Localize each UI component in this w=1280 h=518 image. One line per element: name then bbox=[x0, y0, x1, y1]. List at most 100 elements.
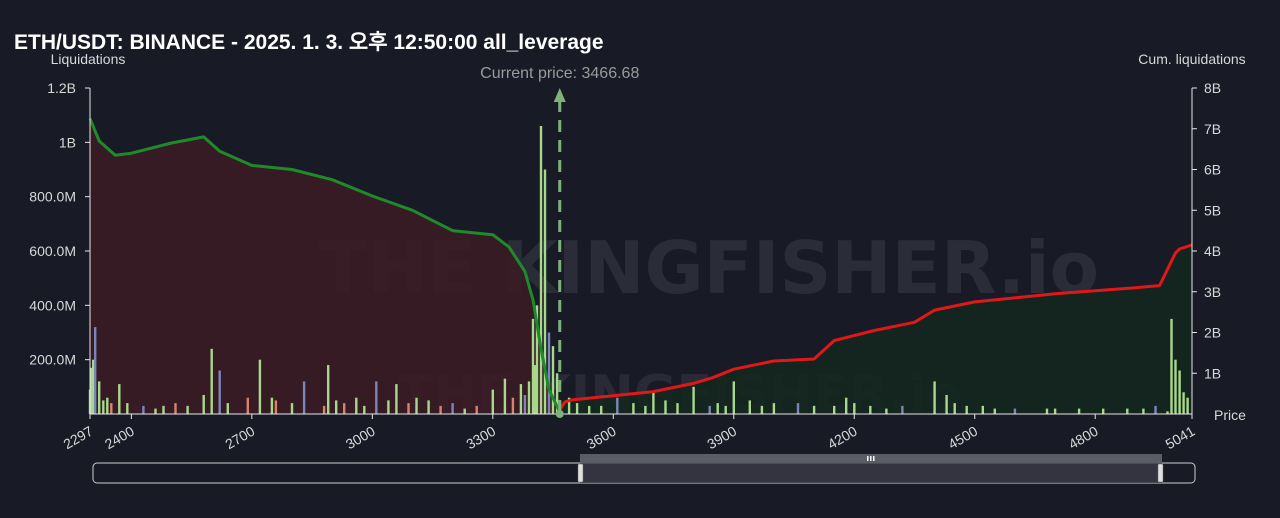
y-tick-label: 1B bbox=[59, 134, 76, 150]
liquidation-bar bbox=[523, 395, 527, 414]
liquidation-bar bbox=[463, 408, 466, 414]
liquidation-bar bbox=[322, 405, 326, 414]
x-tick-label: 3000 bbox=[343, 423, 378, 453]
y2-tick-label: 5B bbox=[1204, 202, 1221, 218]
liquidation-bar bbox=[475, 405, 478, 414]
cum-liquidation-lines bbox=[88, 118, 1193, 413]
range-slider-right-handle[interactable] bbox=[1157, 463, 1164, 483]
liquidation-bar bbox=[1186, 397, 1189, 414]
liquidation-bar bbox=[845, 397, 848, 414]
liquidation-bar bbox=[1182, 392, 1185, 414]
liquidation-bar bbox=[1126, 408, 1129, 414]
liquidation-bar bbox=[1077, 408, 1081, 414]
cum-liquidations-area-below bbox=[90, 118, 560, 414]
current-price-arrow-icon bbox=[553, 88, 566, 102]
x-tick-label: 4800 bbox=[1066, 423, 1101, 453]
liquidation-bar bbox=[355, 397, 358, 414]
y-tick-label: 600.0M bbox=[29, 243, 76, 259]
liquidation-bar bbox=[1102, 408, 1105, 414]
y2-tick-label: 8B bbox=[1204, 80, 1221, 96]
liquidation-bar bbox=[796, 403, 800, 414]
x-tick-label: 2700 bbox=[222, 423, 257, 453]
liquidation-bar bbox=[644, 405, 647, 414]
liquidation-bar bbox=[154, 408, 157, 414]
liquidation-bar bbox=[226, 403, 229, 414]
y2-axis-title: Cum. liquidations bbox=[1138, 51, 1245, 67]
liquidation-bar bbox=[1154, 405, 1157, 414]
liquidation-bar bbox=[853, 403, 856, 414]
liquidation-bar bbox=[302, 381, 306, 414]
liquidation-bar bbox=[531, 318, 535, 414]
liquidation-bar bbox=[427, 400, 430, 414]
y2-tick-label: 6B bbox=[1204, 162, 1221, 178]
liquidation-bar bbox=[491, 389, 494, 414]
liquidation-bar bbox=[527, 381, 531, 414]
y2-tick-label: 3B bbox=[1204, 284, 1221, 300]
liquidation-bar bbox=[142, 405, 145, 414]
liquidation-bar bbox=[519, 384, 523, 414]
range-slider-grip-icon[interactable] bbox=[867, 456, 875, 461]
liquidation-bar bbox=[363, 405, 366, 414]
liquidation-bar bbox=[1170, 318, 1173, 414]
y-tick-label: 800.0M bbox=[29, 189, 76, 205]
liquidation-bar bbox=[616, 397, 619, 414]
liquidation-bar bbox=[375, 381, 378, 414]
liquidation-bar bbox=[174, 403, 177, 414]
liquidation-bar bbox=[343, 403, 346, 414]
liquidation-bar bbox=[1174, 359, 1177, 414]
liquidation-bar bbox=[885, 408, 888, 414]
liquidation-bar bbox=[748, 400, 751, 414]
liquidation-bar bbox=[126, 403, 129, 414]
x-tick-label: 2297 bbox=[61, 423, 96, 453]
liquidation-bar bbox=[812, 405, 816, 414]
liquidation-bar bbox=[210, 348, 213, 414]
liquidation-bar bbox=[1013, 408, 1017, 414]
range-slider[interactable] bbox=[92, 454, 1196, 484]
liquidation-bar bbox=[901, 405, 904, 414]
liquidation-bar bbox=[965, 405, 968, 414]
liquidation-bar bbox=[407, 403, 410, 414]
liquidation-bar bbox=[110, 403, 113, 414]
liquidation-bar bbox=[270, 397, 274, 414]
liquidation-bar bbox=[1142, 408, 1145, 414]
x-axis-title: Price bbox=[1214, 407, 1246, 423]
liquidation-bar bbox=[772, 403, 776, 414]
x-tick-label: 3900 bbox=[704, 423, 739, 453]
liquidation-bar bbox=[533, 365, 537, 414]
liquidation-bar bbox=[274, 400, 278, 414]
x-tick-label: 5041 bbox=[1163, 423, 1198, 453]
liquidation-bar bbox=[652, 392, 655, 414]
y2-tick-label: 4B bbox=[1204, 243, 1221, 259]
current-price-label: Current price: 3466.68 bbox=[480, 65, 639, 82]
y2-tick-label: 7B bbox=[1204, 121, 1221, 137]
liquidation-bar bbox=[415, 397, 418, 414]
liquidation-bar bbox=[933, 381, 936, 414]
y-axis-title: Liquidations bbox=[51, 51, 126, 67]
liquidation-bar bbox=[98, 381, 101, 414]
liquidation-bar bbox=[760, 405, 764, 414]
liquidation-bar bbox=[567, 397, 571, 414]
liquidation-bar bbox=[439, 405, 442, 414]
liquidation-bar bbox=[981, 405, 984, 414]
liquidation-bar bbox=[664, 400, 667, 414]
x-tick-label: 3300 bbox=[463, 423, 498, 453]
liquidation-bar bbox=[547, 332, 551, 414]
x-tick-label: 2400 bbox=[102, 423, 137, 453]
liquidation-bar bbox=[692, 386, 695, 414]
cum-liquidations-area-above bbox=[559, 244, 1192, 414]
y-tick-label: 200.0M bbox=[29, 352, 76, 368]
liquidation-bar bbox=[600, 405, 603, 414]
y-tick-label: 1.2B bbox=[47, 80, 76, 96]
range-slider-left-handle[interactable] bbox=[577, 463, 584, 483]
liquidation-bar bbox=[945, 395, 948, 414]
liquidation-bar bbox=[503, 378, 507, 414]
liquidation-bar bbox=[387, 400, 390, 414]
liquidation-bar bbox=[588, 405, 591, 414]
liquidation-bar bbox=[632, 403, 635, 414]
liquidation-bar bbox=[539, 126, 543, 414]
y2-tick-label: 1B bbox=[1204, 365, 1221, 381]
liquidation-bar bbox=[833, 405, 836, 414]
liquidation-bar bbox=[732, 381, 735, 414]
x-tick-label: 3600 bbox=[584, 423, 619, 453]
